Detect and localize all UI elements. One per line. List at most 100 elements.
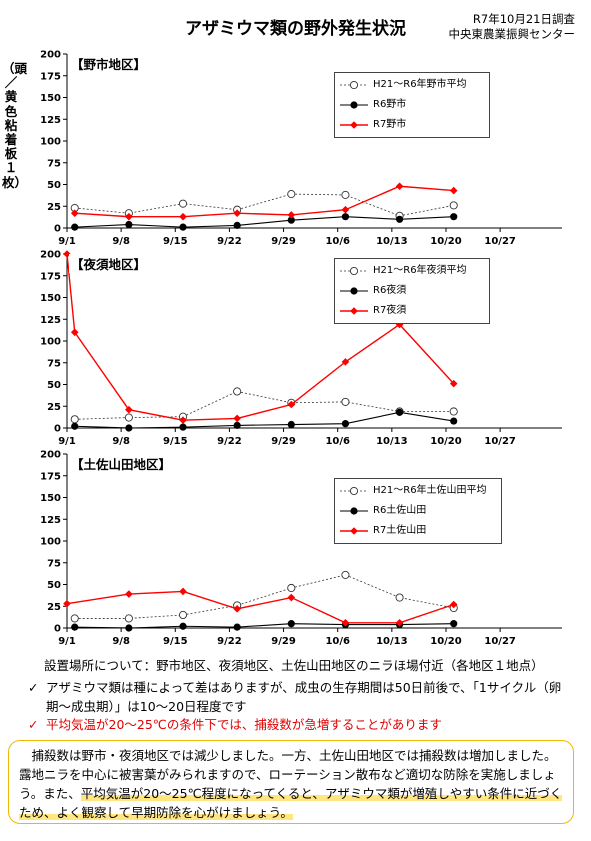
data-point-r7 (287, 400, 296, 409)
legend-label-r7: R7野市 (373, 119, 407, 130)
data-point-r6 (71, 422, 79, 430)
data-point-avg (287, 583, 296, 593)
data-point-r7 (125, 590, 133, 598)
x-tick-label: 9/15 (163, 236, 188, 247)
legend-tosayamada: H21～R6年土佐山田平均 R6土佐山田 R7土佐山田 (334, 478, 502, 544)
data-point-avg (449, 407, 458, 416)
data-point-r6 (450, 417, 458, 425)
series-line-r7 (74, 185, 454, 218)
chart-yasu: 0 25 50 75 100 125 150 175 200 9/1 9/8 9/15 9/22 9/29… (0, 250, 591, 450)
data-point-r7 (449, 379, 458, 388)
data-point-r6 (125, 624, 133, 632)
data-point-r7 (179, 212, 187, 221)
location-note: 設置場所について：野市地区、夜須地区、土佐山田地区のニラほ場付近（各地区１地点） (44, 658, 544, 673)
series-line-r6 (74, 216, 454, 228)
y-tick-label: 100 (40, 137, 61, 148)
y-tick-label: 200 (40, 450, 61, 461)
note-text: 平均気温が20～25℃の条件下では、捕殺数が急増することがあります (46, 717, 442, 732)
y-tick-label: 50 (47, 180, 61, 191)
chart-tosayamada: 0 25 50 75 100 125 150 175 200 9/1 9/8 9/15 9/22 9/29… (0, 450, 591, 650)
x-tick-label: 10/6 (325, 636, 350, 647)
x-tick-label: 10/27 (484, 636, 516, 647)
y-tick-label: 100 (40, 537, 61, 548)
y-tick-label: 0 (54, 424, 61, 435)
x-tick-label: 9/1 (58, 636, 76, 647)
data-point-r6 (71, 223, 79, 231)
data-point-r7 (233, 605, 241, 613)
data-point-r6 (233, 421, 241, 429)
data-point-avg (341, 570, 350, 579)
x-tick-label: 9/29 (271, 636, 296, 647)
y-tick-label: 25 (47, 202, 61, 213)
data-point-r7 (63, 250, 71, 258)
data-point-r6 (450, 213, 458, 221)
legend-noichi: H21～R6年野市平均 R6野市 R7野市 (334, 72, 490, 138)
y-tick-label: 75 (47, 558, 61, 569)
data-point-r7 (233, 209, 241, 218)
x-tick-label: 9/15 (163, 636, 188, 647)
legend-marker-r6 (350, 507, 358, 515)
data-point-r6 (341, 213, 350, 221)
y-tick-label: 25 (47, 402, 61, 413)
x-tick-label: 10/20 (430, 436, 462, 447)
legend-marker-r7 (350, 527, 358, 535)
x-tick-label: 9/29 (271, 236, 296, 247)
x-tick-label: 10/6 (325, 236, 350, 247)
survey-date: R7年10月21日調査 (472, 12, 575, 26)
data-point-r7 (287, 593, 296, 602)
data-point-r7 (395, 618, 404, 627)
x-tick-label: 9/22 (217, 636, 242, 647)
legend-label-avg: H21～R6年野市平均 (373, 79, 467, 90)
y-tick-label: 125 (40, 515, 61, 526)
data-point-avg (70, 614, 79, 623)
y-tick-label: 175 (40, 271, 61, 282)
x-tick-label: 9/8 (112, 436, 130, 447)
note-text: アザミウマ類は種によって差はありますが、成虫の生存期間は50日前後で、「1サイク… (46, 680, 562, 714)
legend-label-r6: R6夜須 (373, 285, 407, 296)
legend-marker-r6 (350, 287, 358, 295)
summary-box: 捕殺数は野市・夜須地区では減少しました。一方、土佐山田地区では捕殺数は増加しまし… (8, 740, 574, 824)
legend-marker-avg (349, 266, 359, 276)
series-line-avg (74, 193, 454, 217)
y-tick-label: 200 (40, 250, 61, 261)
data-point-avg (449, 201, 458, 210)
data-point-r6 (287, 216, 295, 224)
data-point-r6 (287, 420, 295, 429)
data-point-r7 (341, 205, 350, 214)
data-point-avg (70, 415, 79, 424)
chart-title-tosayamada: 【土佐山田地区】 (69, 454, 174, 473)
check-icon: ✓ (28, 680, 39, 695)
legend-marker-r7 (350, 121, 358, 129)
x-tick-label: 9/1 (58, 236, 76, 247)
legend-label-avg: H21～R6年夜須平均 (373, 265, 467, 276)
page-title: アザミウマ類の野外発生状況 (185, 19, 406, 39)
data-point-r7 (341, 358, 350, 366)
y-tick-label: 150 (40, 493, 61, 504)
data-point-r7 (449, 186, 458, 195)
survey-info: R7年10月21日調査 中央東農業振興センター (449, 12, 576, 42)
series-avg (70, 387, 458, 424)
chart-noichi-plot: 0 25 50 75 100 125 150 175 200 9/1 9/8 9/15 9/22 9/29… (40, 50, 562, 247)
data-point-r7 (63, 599, 71, 608)
y-tick-label: 0 (54, 624, 61, 635)
y-tick-label: 125 (40, 315, 61, 326)
legend-yasu: H21～R6年夜須平均 R6夜須 R7夜須 (334, 258, 490, 324)
chart-noichi: 0 25 50 75 100 125 150 175 200 9/1 9/8 9/15 9/22 9/29… (0, 50, 591, 250)
series-r7 (70, 182, 458, 221)
x-tick-label: 10/13 (376, 436, 408, 447)
data-point-avg (233, 387, 242, 396)
summary-text: 捕殺数は野市・夜須地区では減少しました。一方、土佐山田地区では捕殺数は増加しまし… (19, 748, 557, 801)
y-tick-label: 0 (54, 224, 61, 235)
legend-label-r6: R6野市 (373, 99, 407, 110)
chart-title-noichi: 【野市地区】 (69, 54, 149, 73)
y-tick-label: 50 (47, 380, 61, 391)
series-line-avg (74, 574, 454, 619)
x-tick-label: 9/8 (112, 236, 130, 247)
data-point-r7 (395, 182, 404, 191)
legend-swatch-r7 (340, 527, 368, 535)
data-point-r7 (179, 587, 187, 596)
legend-swatch-r6 (340, 287, 368, 295)
series-line-r7 (66, 590, 454, 624)
legend-marker-avg (349, 486, 359, 496)
y-tick-label: 75 (47, 158, 61, 169)
